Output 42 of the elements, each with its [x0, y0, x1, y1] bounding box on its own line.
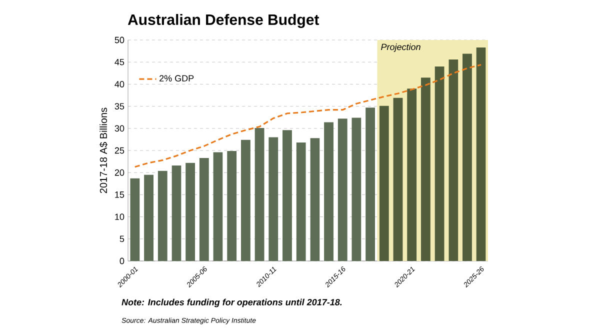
- bar: [144, 174, 154, 261]
- bar: [310, 138, 320, 261]
- y-tick-label: 25: [114, 147, 124, 154]
- chart-title: Australian Defense Budget: [128, 14, 320, 28]
- y-tick-label: 15: [115, 192, 124, 198]
- y-tick-label: 45: [114, 58, 124, 66]
- annotation: Projection: [381, 44, 420, 52]
- bar: [158, 170, 168, 261]
- bar: [420, 78, 430, 261]
- bar: [407, 88, 417, 261]
- text: Note: Includes funding for operations until 2017-18.: [122, 298, 342, 308]
- y-tick-label: 20: [114, 169, 124, 176]
- bar: [352, 118, 362, 261]
- bar: [213, 152, 223, 261]
- bar: [186, 162, 196, 261]
- legend-label: 2% GDP: [160, 75, 194, 82]
- bar: [366, 108, 376, 261]
- bar: [448, 59, 458, 261]
- bar: [338, 118, 348, 261]
- y-tick-label: 35: [114, 103, 124, 110]
- bar: [434, 66, 444, 261]
- bar: [379, 106, 389, 261]
- y-axis-title: 2017-18 A$ Billions: [100, 108, 108, 194]
- bar: [254, 128, 264, 261]
- bar: [227, 150, 237, 261]
- y-tick-label: 0: [120, 258, 124, 264]
- y-tick-label: 5: [120, 236, 124, 242]
- bar: [393, 98, 403, 261]
- bar: [172, 166, 182, 261]
- bar: [324, 122, 334, 261]
- bar: [240, 140, 250, 261]
- bar: [282, 130, 292, 261]
- bar: [268, 137, 278, 261]
- bar: [130, 178, 140, 261]
- bar: [476, 48, 486, 261]
- bar: [296, 142, 306, 261]
- y-tick-label: 30: [114, 125, 124, 132]
- bar: [199, 158, 209, 261]
- bar: [462, 54, 472, 261]
- y-tick-label: 50: [114, 36, 124, 44]
- y-tick-label: 10: [115, 214, 124, 220]
- y-tick-label: 40: [114, 81, 124, 88]
